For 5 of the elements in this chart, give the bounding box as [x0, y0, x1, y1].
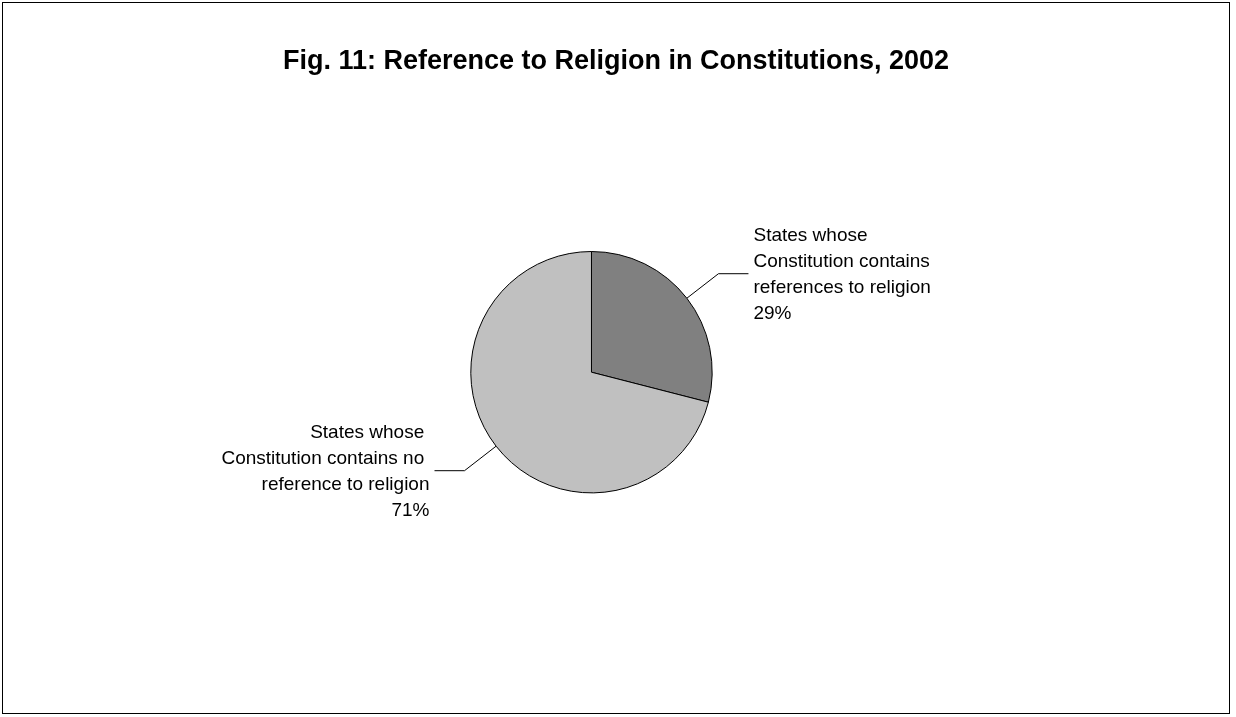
- slice-label: States whose Constitution contains no reference to religion: [221, 421, 430, 495]
- data-label: 71%: [391, 499, 430, 521]
- data-label: 29%: [753, 302, 792, 324]
- slice-label: States whose Constitution contains references to religion: [753, 224, 936, 298]
- chart-title: Fig. 11: Reference to Religion in Constitutions, 2002: [282, 44, 950, 75]
